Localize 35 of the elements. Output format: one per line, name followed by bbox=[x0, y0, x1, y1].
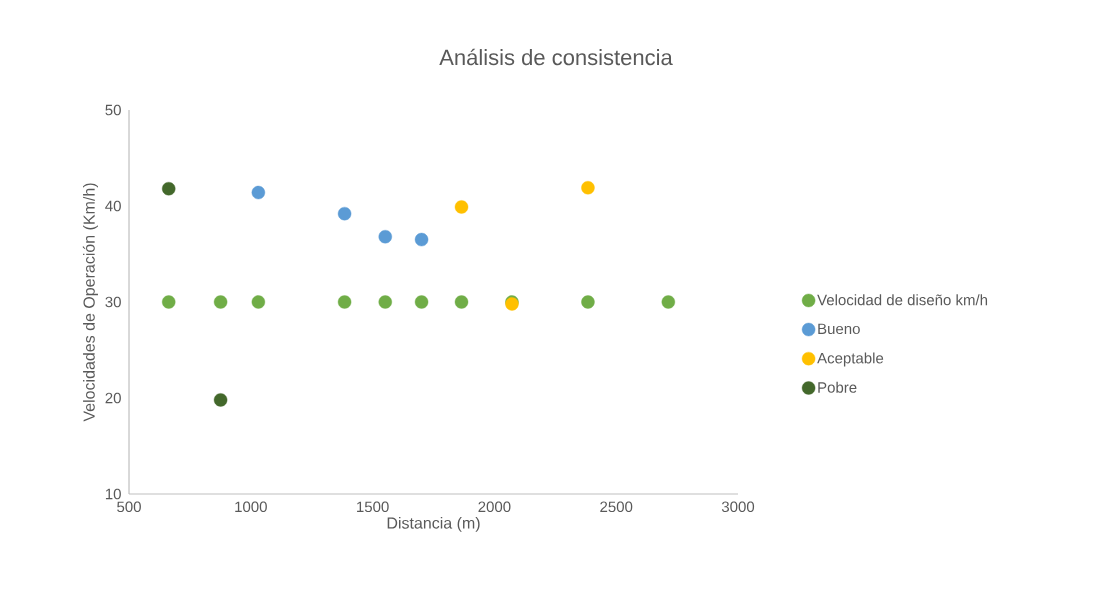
point bbox=[337, 295, 352, 309]
point bbox=[581, 295, 595, 309]
x-tick-label: 2000 bbox=[478, 501, 511, 513]
point bbox=[162, 295, 176, 309]
x-tick-label: 500 bbox=[117, 501, 141, 513]
point bbox=[661, 295, 676, 309]
x-tick-label: 2500 bbox=[600, 501, 633, 513]
point bbox=[414, 295, 429, 309]
point bbox=[213, 295, 228, 309]
y-tick-label: 50 bbox=[105, 104, 121, 116]
y-tick-label: 20 bbox=[105, 392, 121, 404]
y-axis-title: Velocidades de Operación (Km/h) bbox=[82, 183, 98, 422]
point bbox=[454, 200, 469, 214]
x-tick-label: 1000 bbox=[235, 501, 267, 513]
chart-title: Análisis de consistencia bbox=[439, 48, 673, 66]
y-tick-label: 40 bbox=[105, 200, 121, 212]
legend-label: Velocidad de diseño km/h bbox=[817, 294, 988, 306]
point bbox=[213, 393, 228, 407]
x-axis-title: Distancia (m) bbox=[387, 516, 480, 532]
y-tick-label: 30 bbox=[105, 296, 121, 308]
x-tick-label: 3000 bbox=[721, 501, 755, 513]
point bbox=[251, 185, 266, 200]
x-tick-label: 1500 bbox=[357, 501, 389, 513]
legend-label: Aceptable bbox=[817, 352, 884, 367]
legend-label: Pobre bbox=[818, 381, 857, 393]
point bbox=[337, 206, 352, 221]
point bbox=[581, 181, 595, 195]
point bbox=[251, 295, 266, 309]
point bbox=[162, 182, 176, 196]
legend-label: Bueno bbox=[818, 323, 860, 335]
point bbox=[454, 295, 469, 309]
point bbox=[378, 295, 392, 309]
y-tick-label: 10 bbox=[105, 488, 121, 500]
point bbox=[378, 230, 392, 244]
point bbox=[414, 232, 429, 247]
